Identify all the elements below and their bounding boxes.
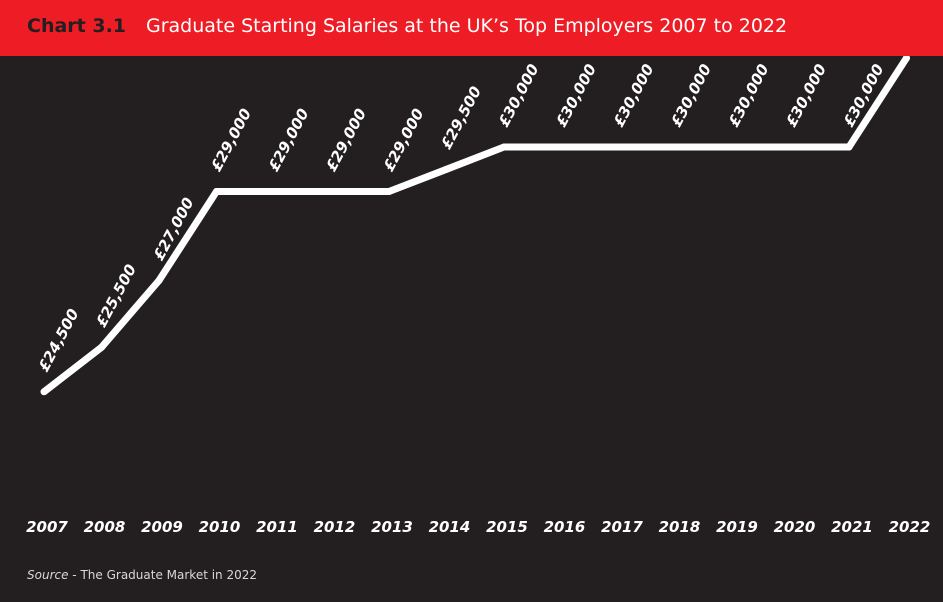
data-label: £30,000 [552,61,600,130]
source-note: Source - The Graduate Market in 2022 [27,568,257,582]
source-prefix: Source [27,568,69,582]
data-point [98,343,105,351]
data-point [40,388,48,396]
x-tick-label: 2019 [716,518,758,536]
x-tick-label: 2012 [314,518,356,536]
x-tick-label: 2016 [544,518,586,536]
x-tick-label: 2007 [26,518,68,536]
x-tick-label: 2017 [601,518,643,536]
data-label: £29,000 [322,106,370,175]
data-label: £29,500 [437,83,485,152]
x-tick-label: 2018 [659,518,701,536]
data-point [328,188,335,195]
data-label: £30,000 [725,61,773,130]
data-label: £29,000 [207,106,255,175]
data-point [845,143,853,151]
x-tick-label: 2014 [429,518,471,536]
data-label: £25,500 [92,261,140,330]
x-tick-label: 2020 [774,518,816,536]
data-point [213,188,220,195]
data-point [673,143,680,151]
x-tick-label: 2015 [486,518,528,536]
line-chart: £24,500£25,500£27,000£29,000 £29,000 £29,0… [26,56,931,536]
x-tick-label: 2021 [831,518,873,536]
x-tick-label: 2011 [256,518,298,536]
data-point [270,188,278,195]
data-point [788,143,795,151]
data-label: £30,000 [667,61,715,130]
data-point [730,143,738,151]
chart-number: Chart 3.1 [27,15,127,37]
x-tick-label: 2009 [141,518,183,536]
x-tick-label: 2022 [889,518,931,536]
source-text: The Graduate Market in 2022 [80,568,258,582]
data-point [903,56,910,62]
data-point [615,143,623,151]
data-label: £30,000 [610,61,658,130]
x-tick-label: 2010 [199,518,241,536]
data-label: £29,000 [380,106,428,175]
source-separator: - [68,568,81,582]
salary-line [41,56,910,395]
data-label: £29,000 [265,106,313,175]
chart-title: Graduate Starting Salaries at the UK’s T… [146,15,788,37]
data-point [443,165,450,173]
x-tick-label: 2008 [84,518,126,536]
data-label: £30,000 [495,61,543,130]
x-tick-label: 2013 [371,518,413,536]
data-point [155,277,163,284]
data-point [500,143,508,151]
data-point [558,143,565,151]
chart-header: Chart 3.1 Graduate Starting Salaries at … [0,0,943,56]
data-label: £30,000 [782,61,830,130]
data-point [385,188,393,195]
